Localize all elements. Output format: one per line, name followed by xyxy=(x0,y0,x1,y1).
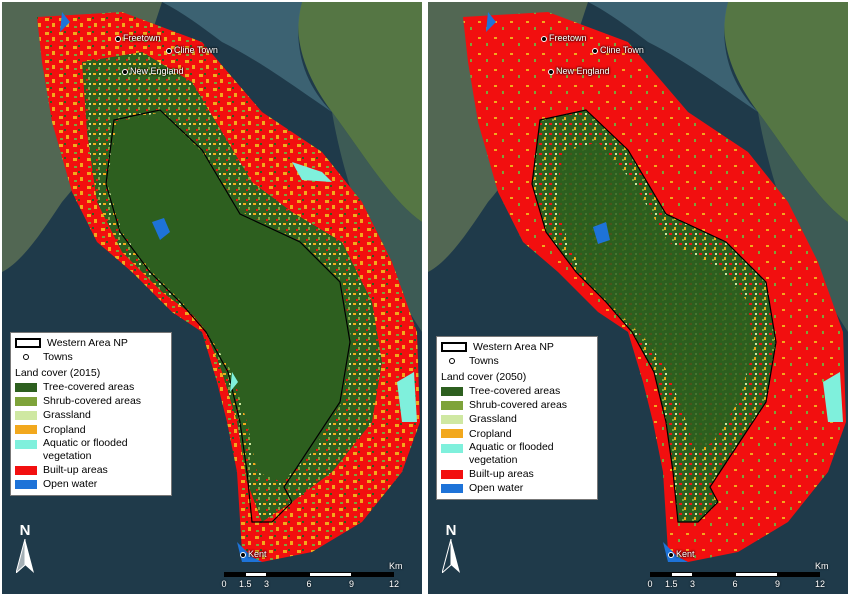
legend-class-label: Built-up areas xyxy=(469,468,534,481)
legend-classes: Tree-covered areas Shrub-covered areas Gra… xyxy=(441,384,591,496)
legend-np: Western Area NP xyxy=(15,336,165,350)
land-cover-map-2015 xyxy=(2,2,422,594)
legend-class-item: Grassland xyxy=(15,408,165,422)
legend-towns: Towns xyxy=(15,350,165,364)
north-arrow: N xyxy=(441,522,460,578)
legend-swatch xyxy=(15,480,37,490)
legend-class-label: Grassland xyxy=(43,409,91,422)
legend-class-label: Shrub-covered areas xyxy=(43,395,142,408)
legend-swatch xyxy=(15,465,37,475)
scale-tick-label: 1.5 xyxy=(664,579,678,589)
scale-bar-segment xyxy=(671,572,693,577)
legend-swatch xyxy=(15,425,37,435)
legend-class-item: Grassland xyxy=(441,412,591,426)
scale-tick-label: 6 xyxy=(306,579,312,589)
scale-bar-segment xyxy=(735,572,778,577)
town-label: Freetown xyxy=(115,33,161,43)
legend-class-label: Cropland xyxy=(469,427,512,440)
scale-bar: Km 0 1.5 3 6 9 12 xyxy=(221,561,403,589)
legend-swatch xyxy=(441,415,463,425)
legend-class-item: Shrub-covered areas xyxy=(441,398,591,412)
national-park-boundary xyxy=(531,109,777,523)
legend-swatch xyxy=(15,440,37,450)
legend-class-item: Open water xyxy=(441,481,591,495)
scale-tick-label: 9 xyxy=(774,579,781,589)
legend-classes: Tree-covered areas Shrub-covered areas Gra… xyxy=(15,380,165,492)
legend-class-label: Aquatic or flooded vegetation xyxy=(469,441,554,467)
scale-bar-segment xyxy=(224,572,246,577)
town-label: Kent xyxy=(240,549,267,559)
map-legend: Western Area NP Towns Land cover (2015) … xyxy=(10,332,172,496)
town-label: Cline Town xyxy=(592,45,644,55)
legend-class-item: Aquatic or flooded vegetation xyxy=(15,437,165,463)
legend-swatch xyxy=(441,484,463,494)
north-arrow-icon xyxy=(15,538,34,575)
legend-title: Land cover (2050) xyxy=(441,370,527,383)
legend-class-item: Built-up areas xyxy=(15,463,165,477)
legend-class-item: Cropland xyxy=(15,423,165,437)
scale-bar-segment xyxy=(351,572,394,577)
scale-bar-segment xyxy=(309,572,352,577)
scale-tick-label: 3 xyxy=(263,579,270,589)
legend-class-item: Tree-covered areas xyxy=(15,380,165,394)
legend-class-label: Tree-covered areas xyxy=(43,380,135,393)
legend-class-label: Grassland xyxy=(469,413,517,426)
scale-tick-label: 12 xyxy=(814,579,826,589)
legend-swatch xyxy=(441,444,463,454)
town-label: Cline Town xyxy=(166,45,218,55)
north-arrow: N xyxy=(15,522,34,578)
legend-class-label: Tree-covered areas xyxy=(469,384,561,397)
legend-swatch xyxy=(441,386,463,396)
scale-bar-segment xyxy=(650,572,672,577)
legend-np: Western Area NP xyxy=(441,340,591,354)
legend-swatch xyxy=(15,411,37,421)
north-arrow-icon xyxy=(441,538,460,575)
map-panel-2050: Freetown Cline Town New England Kent Wes… xyxy=(428,2,848,594)
legend-swatch xyxy=(441,469,463,479)
scale-bar-segment xyxy=(692,572,735,577)
legend-towns: Towns xyxy=(441,354,591,368)
legend-class-item: Built-up areas xyxy=(441,467,591,481)
scale-tick-label: 6 xyxy=(732,579,738,589)
legend-title: Land cover (2015) xyxy=(15,366,101,379)
national-park-boundary xyxy=(105,109,351,523)
legend-class-label: Aquatic or flooded vegetation xyxy=(43,437,128,463)
legend-class-label: Shrub-covered areas xyxy=(469,399,568,412)
scale-bar-segment xyxy=(266,572,309,577)
map-legend: Western Area NP Towns Land cover (2050) … xyxy=(436,336,598,500)
legend-swatch xyxy=(441,400,463,410)
legend-swatch xyxy=(441,429,463,439)
land-cover-map-2050 xyxy=(428,2,848,594)
legend-class-item: Cropland xyxy=(441,427,591,441)
legend-class-label: Open water xyxy=(43,478,98,491)
scale-bar: Km 0 1.5 3 6 9 12 xyxy=(647,561,829,589)
scale-tick-label: 9 xyxy=(348,579,355,589)
scale-tick-label: 1.5 xyxy=(238,579,252,589)
scale-tick-label: 0 xyxy=(221,579,227,589)
legend-swatch xyxy=(15,396,37,406)
scale-tick-label: 3 xyxy=(689,579,696,589)
map-panel-2015: Freetown Cline Town New England Kent Wes… xyxy=(2,2,422,594)
legend-swatch xyxy=(15,382,37,392)
scale-tick-label: 0 xyxy=(647,579,653,589)
legend-class-item: Aquatic or flooded vegetation xyxy=(441,441,591,467)
legend-class-item: Tree-covered areas xyxy=(441,384,591,398)
scale-bar-segment xyxy=(777,572,820,577)
town-label: Freetown xyxy=(541,33,587,43)
legend-class-label: Cropland xyxy=(43,423,86,436)
scale-bar-segment xyxy=(245,572,267,577)
legend-class-label: Open water xyxy=(469,482,524,495)
legend-class-item: Shrub-covered areas xyxy=(15,394,165,408)
town-label: New England xyxy=(122,66,184,76)
legend-class-label: Built-up areas xyxy=(43,464,108,477)
town-label: Kent xyxy=(668,549,695,559)
legend-class-item: Open water xyxy=(15,477,165,491)
town-label: New England xyxy=(548,66,610,76)
scale-tick-label: 12 xyxy=(388,579,400,589)
